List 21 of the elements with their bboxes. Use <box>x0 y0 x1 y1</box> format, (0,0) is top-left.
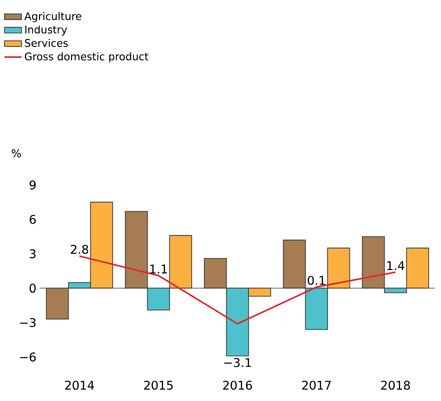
x-tick-label: 2018 <box>381 380 410 390</box>
x-tick-label: 2017 <box>302 380 331 390</box>
y-tick-label: 3 <box>30 249 36 258</box>
y-tick-label: −6 <box>20 352 36 362</box>
data-label: −3.1 <box>224 358 251 368</box>
data-label: 0.1 <box>308 276 325 285</box>
y-tick-label: 0 <box>30 284 36 293</box>
data-label: 1.4 <box>387 261 404 270</box>
legend-label: Agriculture <box>24 12 82 22</box>
legend-label: Industry <box>25 25 67 36</box>
y-tick-label: 9 <box>30 180 36 190</box>
data-label: 2.8 <box>70 244 88 254</box>
x-tick-label: 2015 <box>144 380 173 390</box>
legend-label: Gross domestic product <box>24 52 148 62</box>
y-tick-label: 6 <box>30 214 36 224</box>
x-tick-label: 2016 <box>223 380 252 390</box>
data-label: 1.1 <box>150 264 167 274</box>
legend-label: Services <box>24 38 68 47</box>
y-tick-label: −3 <box>20 318 36 328</box>
y-axis-title: % <box>12 149 21 158</box>
x-tick-label: 2014 <box>65 380 94 390</box>
